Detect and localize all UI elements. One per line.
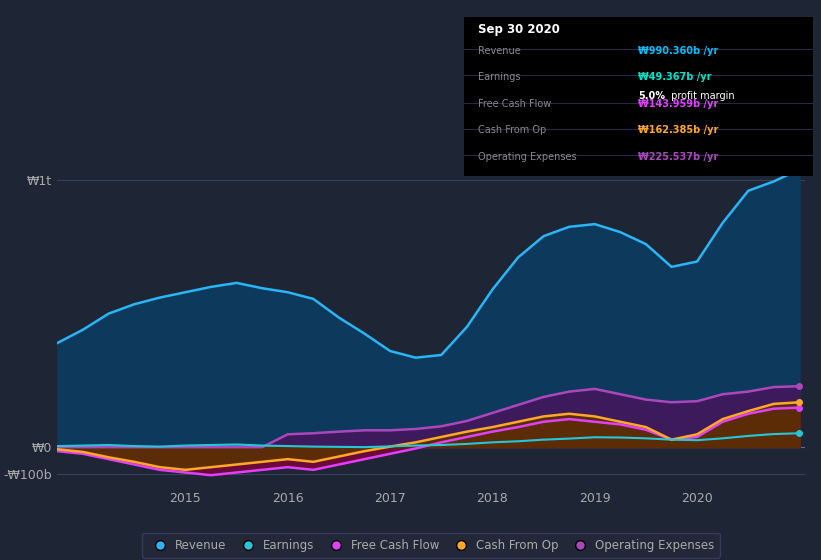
Text: ₩49.367b /yr: ₩49.367b /yr — [639, 72, 712, 82]
Text: ₩143.959b /yr: ₩143.959b /yr — [639, 99, 718, 109]
Text: Earnings: Earnings — [478, 72, 521, 82]
Text: ₩162.385b /yr: ₩162.385b /yr — [639, 125, 718, 136]
Legend: Revenue, Earnings, Free Cash Flow, Cash From Op, Operating Expenses: Revenue, Earnings, Free Cash Flow, Cash … — [142, 533, 720, 558]
Text: ₩990.360b /yr: ₩990.360b /yr — [639, 46, 718, 57]
Text: 5.0%: 5.0% — [639, 91, 665, 101]
Text: Sep 30 2020: Sep 30 2020 — [478, 23, 560, 36]
Text: Cash From Op: Cash From Op — [478, 125, 546, 136]
Text: Free Cash Flow: Free Cash Flow — [478, 99, 551, 109]
Text: Revenue: Revenue — [478, 46, 521, 57]
Text: profit margin: profit margin — [668, 91, 735, 101]
Text: Operating Expenses: Operating Expenses — [478, 152, 576, 162]
Text: ₩225.537b /yr: ₩225.537b /yr — [639, 152, 718, 162]
